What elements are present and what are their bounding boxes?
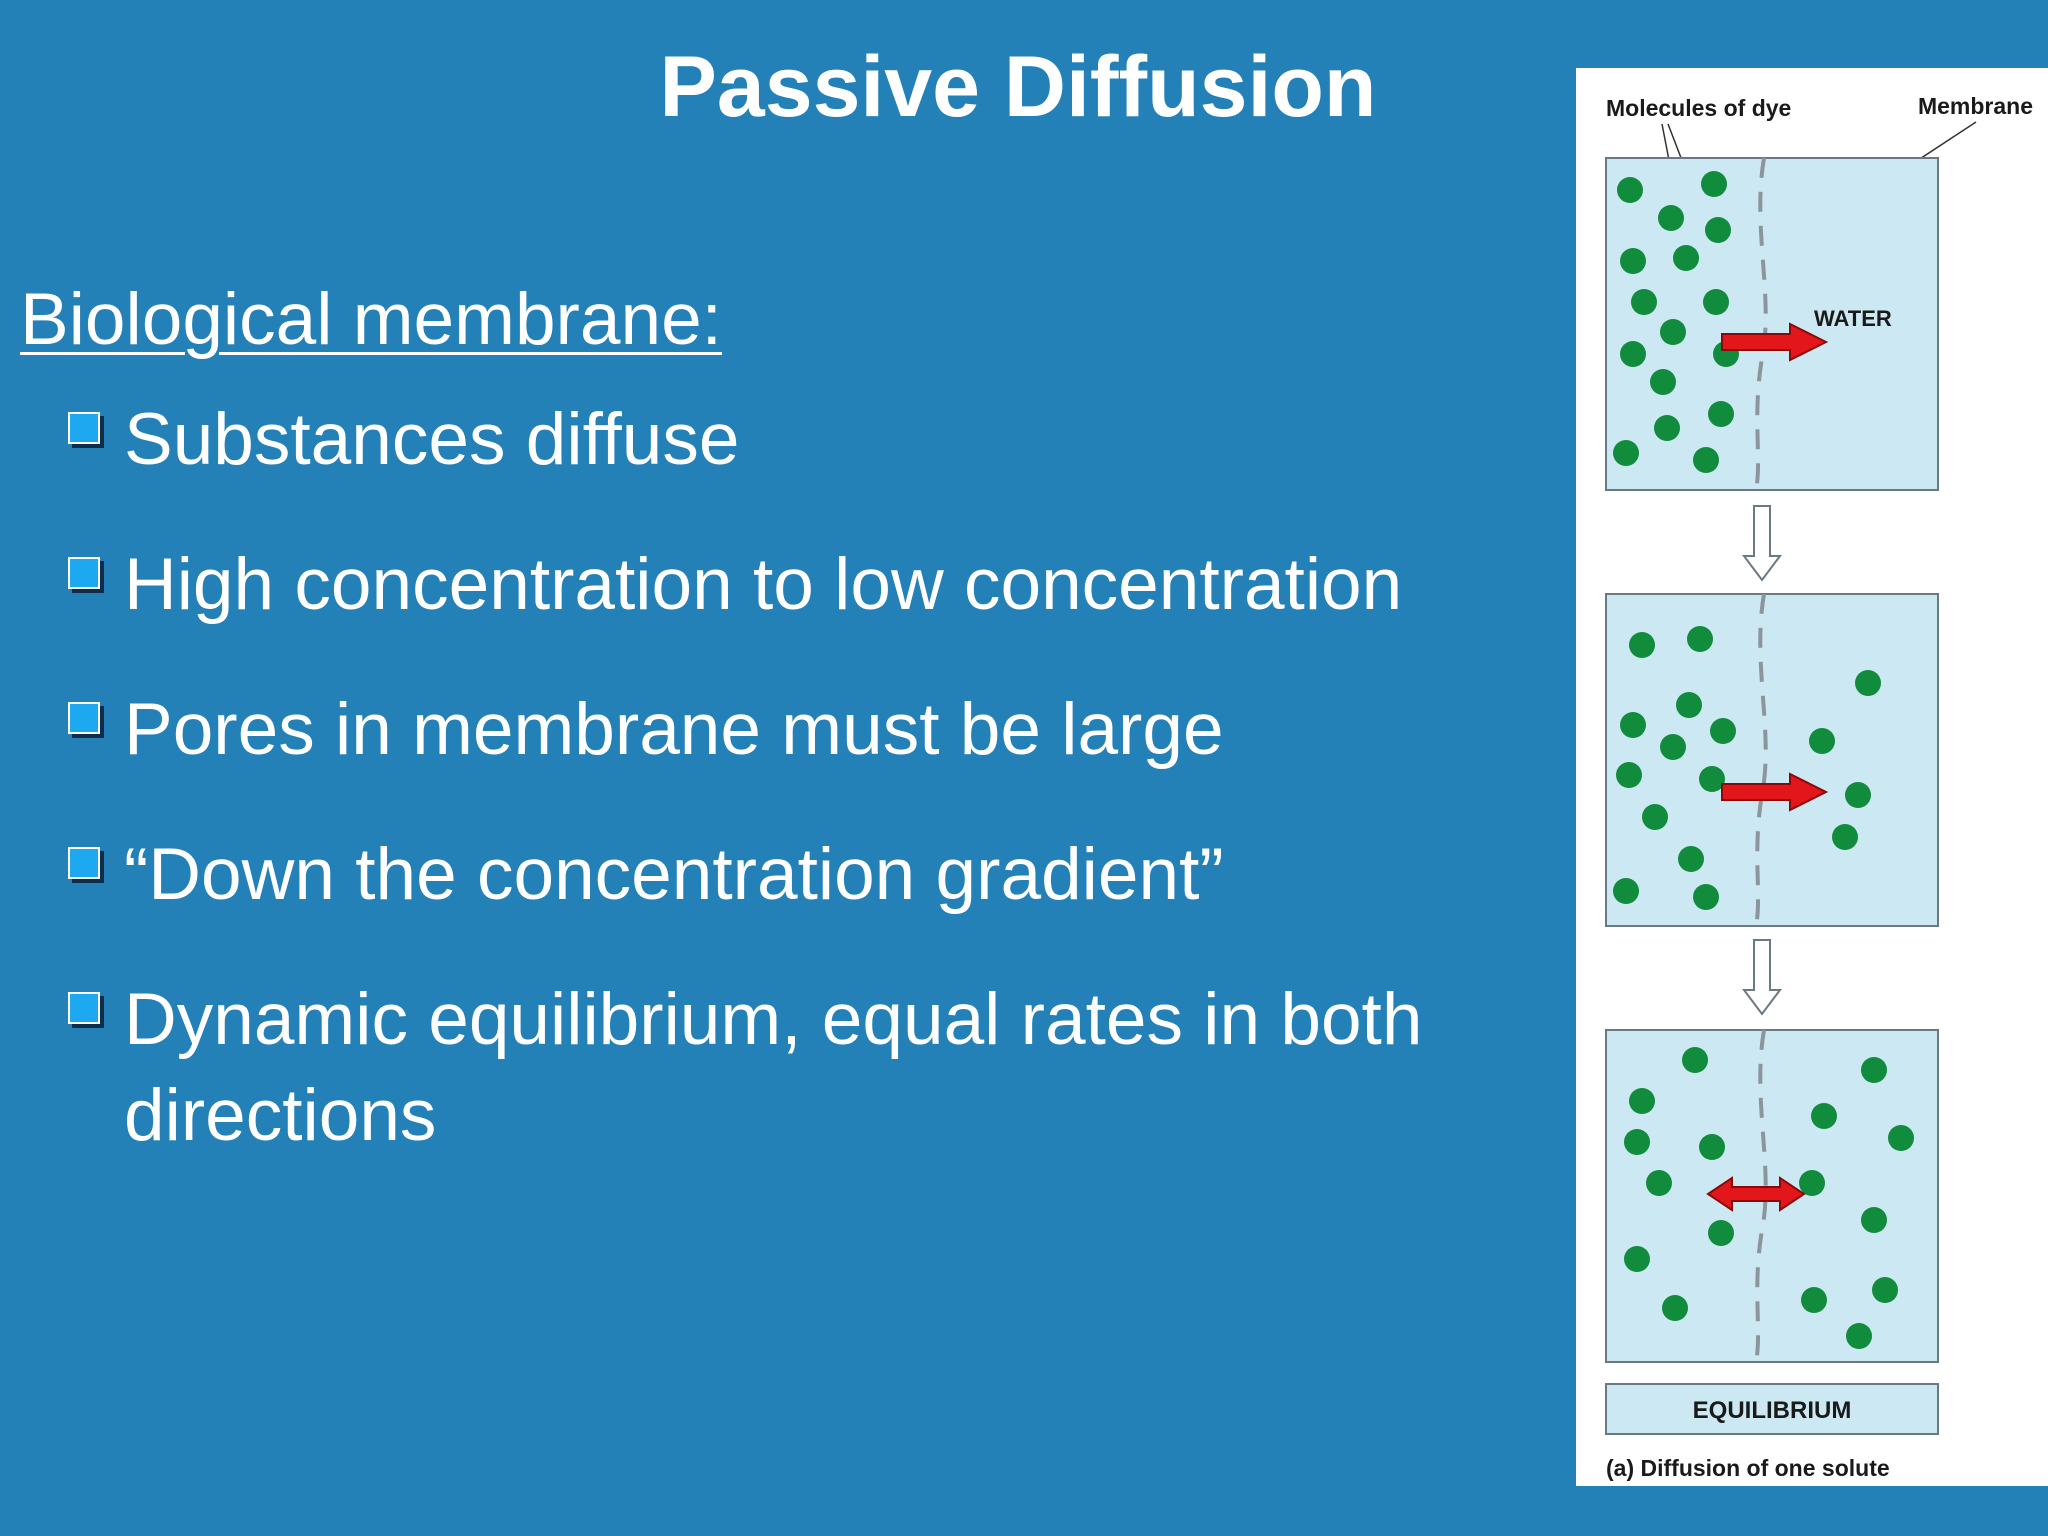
bullet-square-icon	[68, 412, 100, 444]
bullet-text: Pores in membrane must be large	[124, 689, 1224, 770]
dye-molecules	[1613, 171, 1739, 473]
diffusion-diagram: Molecules of dye Membrane WATER	[1605, 93, 2033, 1481]
bullet-text: “Down the concentration gradient”	[124, 834, 1224, 915]
flow-arrow-right	[1721, 322, 1829, 362]
panel-initial: WATER	[1605, 157, 1939, 491]
bullet-item: Dynamic equilibrium, equal rates in both…	[68, 972, 1568, 1164]
figure-caption: (a) Diffusion of one solute	[1606, 1455, 1890, 1481]
bullet-square-icon	[68, 702, 100, 734]
diffusion-figure: Molecules of dye Membrane WATER	[1576, 68, 2048, 1486]
membrane-label: Membrane	[1918, 93, 2033, 119]
bullet-square-icon	[68, 992, 100, 1024]
bullet-item: High concentration to low concentration	[68, 537, 1568, 633]
dye-molecules	[1613, 626, 1881, 910]
section-heading: Biological membrane:	[20, 279, 722, 360]
bullet-square-icon	[68, 557, 100, 589]
down-arrow-icon	[1742, 505, 1782, 582]
flow-arrow-bidirectional	[1706, 1176, 1806, 1212]
bullet-item: Substances diffuse	[68, 392, 1568, 488]
bullet-text: Dynamic equilibrium, equal rates in both…	[124, 979, 1423, 1156]
bullet-square-icon	[68, 847, 100, 879]
bullet-item: “Down the concentration gradient”	[68, 827, 1568, 923]
bullet-text: Substances diffuse	[124, 399, 740, 480]
bullet-text: High concentration to low concentration	[124, 544, 1403, 625]
bullet-item: Pores in membrane must be large	[68, 682, 1568, 778]
molecules-label: Molecules of dye	[1606, 95, 1791, 121]
equilibrium-label: EQUILIBRIUM	[1693, 1397, 1852, 1424]
flow-arrow-right	[1721, 772, 1829, 812]
down-arrow-icon	[1742, 939, 1782, 1016]
chamber	[1605, 593, 1939, 927]
dye-molecules	[1624, 1047, 1914, 1349]
equilibrium-box	[1605, 1383, 1939, 1435]
slide-title: Passive Diffusion	[659, 39, 1377, 135]
bullet-list: Substances diffuse High concentration to…	[68, 392, 1568, 1213]
panel-equilibrium	[1605, 1029, 1939, 1363]
panel-intermediate	[1605, 593, 1939, 927]
water-label: WATER	[1814, 306, 1892, 331]
